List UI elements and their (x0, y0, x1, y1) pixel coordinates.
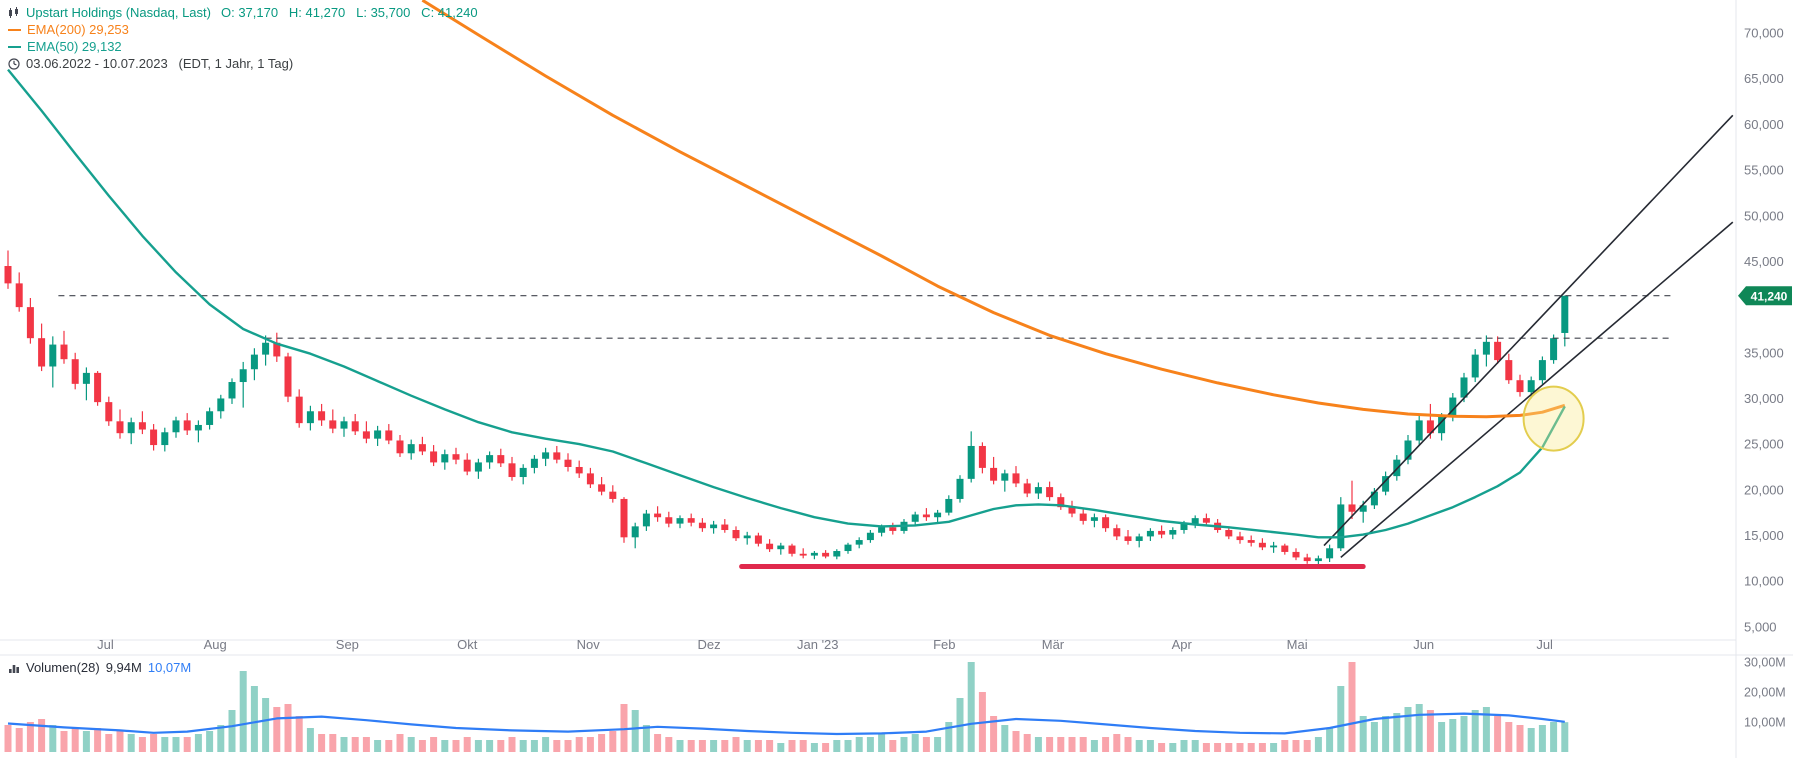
time-axis-label: Nov (577, 637, 601, 652)
drawing-dashed-lines[interactable] (58, 295, 1672, 339)
clock-icon (8, 57, 20, 70)
price-axis-label: 25,000 (1744, 437, 1784, 452)
ema200-line-marker (8, 28, 21, 31)
time-axis-label: Jul (97, 637, 114, 652)
symbol-row: Upstart Holdings (Nasdaq, Last) O: 37,17… (8, 4, 478, 21)
drawing-ellipse[interactable] (1522, 385, 1585, 452)
volume-ma-value: 10,07M (147, 660, 192, 675)
last-price-tag-label: 41,240 (1751, 289, 1788, 303)
price-axis-label: 20,000 (1744, 482, 1784, 497)
volume-axis[interactable]: 30,00M 20,00M 10,00M (1744, 656, 1786, 730)
time-axis-label: Jun (1413, 637, 1434, 652)
volume-axis-label: 10,00M (1744, 716, 1786, 730)
price-axis[interactable]: 70,000 65,000 60,000 55,000 50,000 45,000 35,0… (1744, 26, 1784, 635)
volume-legend: Volumen(28) 9,94M 10,07M (8, 660, 191, 675)
price-axis-label: 55,000 (1744, 163, 1784, 178)
ema200-label: EMA(200) 29,253 (27, 22, 129, 37)
last-price-tag: 41,240 (1738, 286, 1792, 306)
volume-bars-icon (9, 664, 19, 673)
time-axis[interactable]: Jul Aug Sep Okt Nov Dez Jan '23 Feb Mär Apr Mai Jun… (97, 637, 1553, 652)
daterange-label: 03.06.2022 - 10.07.2023 (EDT, 1 Jahr, 1 … (26, 56, 294, 71)
time-axis-label: Okt (457, 637, 478, 652)
candles-series (4, 250, 1569, 565)
time-axis-label: Mär (1042, 637, 1065, 652)
price-axis-label: 60,000 (1744, 117, 1784, 132)
time-axis-label: Jan '23 (797, 637, 839, 652)
price-axis-label: 50,000 (1744, 208, 1784, 223)
volume-indicator-label: Volumen(28) (26, 660, 100, 675)
time-axis-label: Sep (336, 637, 359, 652)
volume-axis-label: 30,00M (1744, 656, 1786, 670)
time-axis-label: Dez (698, 637, 721, 652)
ema50-row: EMA(50) 29,132 (8, 38, 478, 55)
ohlc-values: O: 37,170 H: 41,270 L: 35,700 C: 41,240 (220, 5, 478, 20)
price-axis-label: 65,000 (1744, 71, 1784, 86)
ema200-row: EMA(200) 29,253 (8, 21, 478, 38)
ema50-line (7, 68, 1566, 539)
volume-value: 9,94M (105, 660, 142, 675)
price-axis-label: 15,000 (1744, 528, 1784, 543)
time-axis-label: Apr (1172, 637, 1193, 652)
chart-legend: Upstart Holdings (Nasdaq, Last) O: 37,17… (8, 4, 478, 72)
drawing-trendlines[interactable] (1323, 114, 1734, 559)
time-axis-label: Aug (204, 637, 227, 652)
price-axis-label: 70,000 (1744, 26, 1784, 41)
time-axis-label: Mai (1287, 637, 1308, 652)
price-axis-label: 30,000 (1744, 391, 1784, 406)
daterange-row: 03.06.2022 - 10.07.2023 (EDT, 1 Jahr, 1 … (8, 55, 478, 72)
time-axis-label: Jul (1536, 637, 1553, 652)
volume-ma-line (7, 712, 1565, 736)
ema50-label: EMA(50) 29,132 (27, 39, 122, 54)
time-axis-label: Feb (933, 637, 955, 652)
volume-axis-label: 20,00M (1744, 686, 1786, 700)
symbol-name: Upstart Holdings (Nasdaq, Last) (26, 5, 211, 20)
ema50-line-marker (8, 45, 21, 48)
price-axis-label: 5,000 (1744, 619, 1777, 634)
price-axis-label: 35,000 (1744, 345, 1784, 360)
price-axis-label: 45,000 (1744, 254, 1784, 269)
ema200-line (421, 0, 1566, 419)
candlestick-chart-icon (9, 6, 18, 18)
price-axis-label: 10,000 (1744, 574, 1784, 589)
volume-series (4, 662, 1569, 752)
